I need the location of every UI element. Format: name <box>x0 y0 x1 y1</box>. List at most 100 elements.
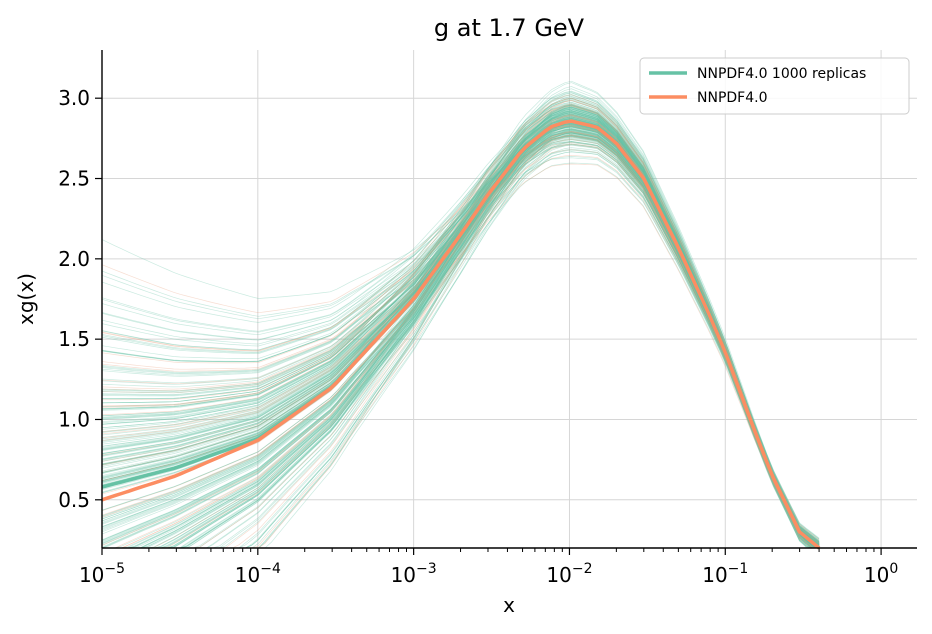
replica-line <box>101 108 820 548</box>
x-tick-label: 100 <box>864 561 898 587</box>
x-tick-label: 10−5 <box>79 561 125 587</box>
replica-line <box>102 115 820 549</box>
replica-line <box>102 106 820 549</box>
replica-line <box>101 131 820 549</box>
replica-line <box>101 99 820 545</box>
replica-line <box>101 90 820 545</box>
x-tick-label: 10−1 <box>702 561 748 587</box>
replica-line <box>102 103 820 549</box>
replica-line <box>102 86 820 549</box>
replica-line <box>101 139 820 549</box>
replica-line <box>101 162 820 549</box>
replica-line <box>102 134 820 549</box>
replica-line <box>101 102 820 542</box>
replica-line <box>101 143 820 549</box>
replica-line <box>102 135 820 549</box>
replica-line <box>102 104 820 549</box>
replica-line <box>101 154 820 541</box>
grid <box>102 50 917 548</box>
replica-line <box>101 134 820 549</box>
replica-line <box>102 102 820 549</box>
x-tick-label: 10−3 <box>391 561 437 587</box>
replica-line <box>101 109 820 549</box>
replica-line <box>101 136 820 549</box>
replica-line <box>101 141 820 549</box>
replica-line <box>102 144 820 549</box>
replica-line <box>101 132 820 548</box>
replica-line <box>101 131 820 548</box>
replica-line <box>102 148 820 549</box>
replica-line <box>101 92 820 549</box>
replica-line <box>101 163 820 549</box>
replica-line <box>101 97 820 549</box>
replica-line <box>101 103 820 549</box>
replica-line <box>101 136 820 547</box>
replica-line <box>102 109 820 549</box>
replica-line <box>101 113 820 541</box>
replica-line <box>102 135 820 549</box>
x-axis-label: x <box>503 593 515 617</box>
replica-line <box>102 104 820 549</box>
replica-line <box>101 113 820 539</box>
series-lines <box>101 119 821 550</box>
y-tick-label: 1.0 <box>58 407 90 431</box>
replica-line <box>101 112 820 545</box>
replica-line <box>101 128 820 549</box>
replica-line <box>101 135 820 549</box>
replica-line <box>101 136 820 546</box>
replica-line <box>102 112 820 549</box>
replica-line <box>102 134 820 549</box>
replica-line <box>101 127 820 549</box>
replica-line <box>101 97 820 549</box>
replica-line <box>101 105 820 549</box>
replica-line <box>101 94 820 546</box>
replica-line <box>101 105 820 546</box>
replica-line <box>101 100 820 547</box>
replica-line <box>101 104 820 547</box>
replica-line <box>101 120 820 547</box>
replica-line <box>101 149 820 544</box>
replica-line <box>101 108 820 548</box>
replica-line <box>101 132 820 549</box>
y-tick-label: 2.5 <box>58 167 90 191</box>
replica-line <box>101 107 820 546</box>
x-tick-label: 10−4 <box>235 561 281 587</box>
y-tick-label: 3.0 <box>58 86 90 110</box>
y-tick-label: 2.0 <box>58 247 90 271</box>
replica-line <box>101 156 820 549</box>
replica-line <box>101 143 820 549</box>
replica-line <box>101 80 820 543</box>
replica-line <box>101 106 820 548</box>
replica-line <box>101 104 820 549</box>
legend-frame <box>639 57 910 115</box>
legend: NNPDF4.0 1000 replicas NNPDF4.0 <box>639 57 910 115</box>
replica-line <box>101 142 820 549</box>
replica-line <box>101 99 820 549</box>
replica-line <box>101 141 820 549</box>
replica-line <box>101 138 820 549</box>
replica-line <box>101 135 820 549</box>
y-tick-label: 1.5 <box>58 327 90 351</box>
legend-label-replicas: NNPDF4.0 1000 replicas <box>697 66 866 82</box>
y-axis-label: xg(x) <box>14 273 38 325</box>
replica-line <box>101 132 820 549</box>
replica-line <box>101 132 820 549</box>
replica-line <box>101 112 820 545</box>
series-line-central <box>101 119 821 550</box>
replica-line <box>102 106 820 549</box>
replica-line <box>101 101 820 549</box>
replica-line <box>101 141 820 547</box>
replica-line <box>101 132 820 549</box>
replica-line <box>101 126 820 549</box>
replica-line <box>101 134 820 549</box>
replica-line <box>102 151 820 549</box>
replica-line <box>101 99 820 547</box>
axes <box>95 50 917 555</box>
x-tick-label: 10−2 <box>546 561 592 587</box>
replica-line <box>101 94 820 543</box>
replica-line <box>102 108 820 549</box>
replica-line <box>101 106 820 548</box>
replica-line <box>101 91 820 547</box>
tick-labels: 10−5 10−4 10−3 10−2 10−1 100 0.5 1.0 1.5 2.0 2.5 3.… <box>58 86 898 587</box>
